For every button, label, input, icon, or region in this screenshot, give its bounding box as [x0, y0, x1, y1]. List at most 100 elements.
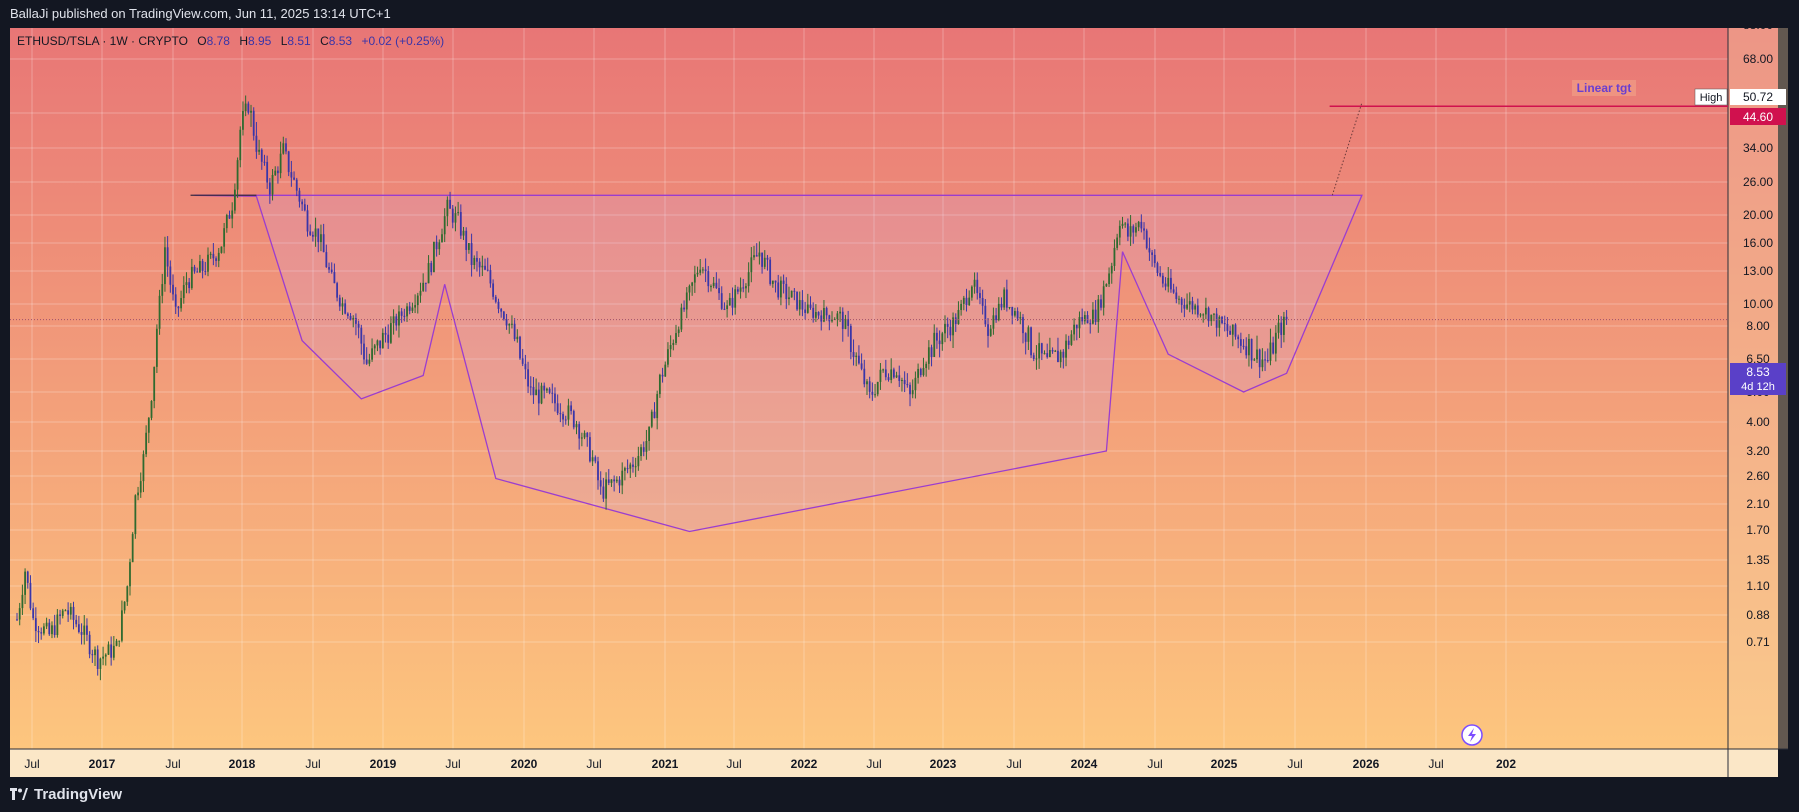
candle-body [546, 388, 548, 391]
candle-body [199, 261, 201, 273]
cup-pattern [190, 194, 1363, 533]
candle-body [196, 271, 199, 273]
candle-body [933, 332, 936, 357]
candle-body [1011, 307, 1014, 316]
candle-body [497, 301, 500, 309]
candle-body [607, 479, 610, 483]
candle-body [968, 297, 971, 305]
y-tick-label: 6.50 [1746, 352, 1770, 366]
candle-body [1118, 225, 1121, 238]
candle-body [790, 290, 793, 298]
candle-body [446, 199, 449, 217]
candle-body [949, 326, 952, 336]
candle-body [532, 386, 535, 396]
candle-body [922, 368, 925, 376]
candle-body [1274, 332, 1277, 354]
candle-body [788, 297, 790, 300]
candle-body [118, 640, 121, 642]
candle-body [298, 190, 301, 202]
overlays [10, 102, 1728, 321]
candle-body [847, 318, 850, 326]
candle-body [365, 359, 368, 364]
candle-body [333, 272, 336, 284]
x-tick-label: Jul [1006, 757, 1021, 771]
x-axis-strip [10, 749, 1778, 777]
candle-body [1110, 265, 1113, 274]
candle-body [658, 374, 661, 395]
candle-body [527, 369, 529, 387]
candle-body [330, 269, 333, 273]
candle-body [1172, 289, 1175, 293]
tradingview-logo-icon [10, 788, 28, 800]
candle-body [212, 253, 215, 259]
candle-body [909, 384, 911, 395]
candle-body [766, 257, 769, 260]
candle-body [1196, 305, 1199, 315]
y-tick-label: 0.71 [1746, 635, 1770, 649]
y-tick-label: 20.00 [1743, 208, 1773, 222]
candle-body [1167, 277, 1170, 287]
candle-body [1250, 338, 1253, 361]
candle-body [277, 170, 279, 174]
chart-frame[interactable]: 88.0068.0042.0034.0026.0020.0016.0013.00… [10, 18, 1788, 777]
candle-body [1280, 322, 1283, 335]
candle-body [952, 317, 954, 336]
candle-body [1008, 307, 1011, 309]
candle-body [360, 327, 363, 344]
candle-body [1126, 223, 1129, 237]
candle-body [691, 282, 694, 286]
y-tick-label: 10.00 [1743, 297, 1773, 311]
x-tick-label: Jul [1428, 757, 1443, 771]
x-tick-label: 202 [1496, 757, 1516, 771]
legend-low: 8.51 [287, 34, 311, 48]
candle-body [384, 332, 387, 335]
candle-body [1180, 298, 1183, 305]
candle-body [793, 290, 796, 292]
candle-body [884, 369, 887, 378]
candle-body [352, 317, 355, 320]
legend: ETHUSD/TSLA · 1W · CRYPTO O8.78 H8.95 L8… [17, 34, 444, 48]
candle-body [1186, 304, 1188, 309]
candle-body [34, 618, 37, 632]
candle-body [747, 272, 750, 287]
flash-icon[interactable] [1461, 724, 1483, 746]
candle-body [1164, 283, 1167, 287]
candle-body [190, 266, 193, 289]
candle-body [416, 295, 419, 306]
y-tick-label: 2.60 [1746, 469, 1770, 483]
candle-body [338, 297, 341, 307]
candle-body [981, 298, 984, 306]
candle-body [817, 312, 820, 316]
x-tick-label: 2020 [511, 757, 538, 771]
grid-lines [10, 28, 1728, 749]
brand-name: TradingView [34, 786, 123, 803]
candle-body [629, 464, 632, 469]
x-tick-label: Jul [1147, 757, 1162, 771]
candle-body [1231, 324, 1234, 335]
candle-body [59, 614, 61, 616]
candle-body [443, 216, 446, 235]
candle-body [946, 323, 949, 327]
candle-body [1237, 336, 1240, 340]
price-chart[interactable]: 88.0068.0042.0034.0026.0020.0016.0013.00… [10, 18, 1788, 777]
candle-body [363, 343, 365, 360]
candle-body [1285, 316, 1288, 320]
candle-body [80, 632, 83, 635]
candle-body [1129, 226, 1132, 237]
candle-body [820, 315, 823, 322]
candle-body [1140, 221, 1143, 229]
candle-body [290, 172, 293, 178]
candle-body [521, 358, 524, 364]
y-tick-label: 0.88 [1746, 608, 1770, 622]
candle-body [841, 311, 844, 329]
candle-body [1032, 355, 1035, 359]
candle-body [677, 329, 680, 334]
candle-body [540, 385, 543, 404]
target-price-badge: 44.60 [1730, 108, 1786, 125]
candle-body [126, 586, 129, 602]
candle-body [1081, 317, 1084, 322]
candle-body [371, 348, 373, 360]
candle-body [204, 270, 207, 272]
candle-body [661, 374, 664, 377]
candle-body [602, 486, 605, 499]
